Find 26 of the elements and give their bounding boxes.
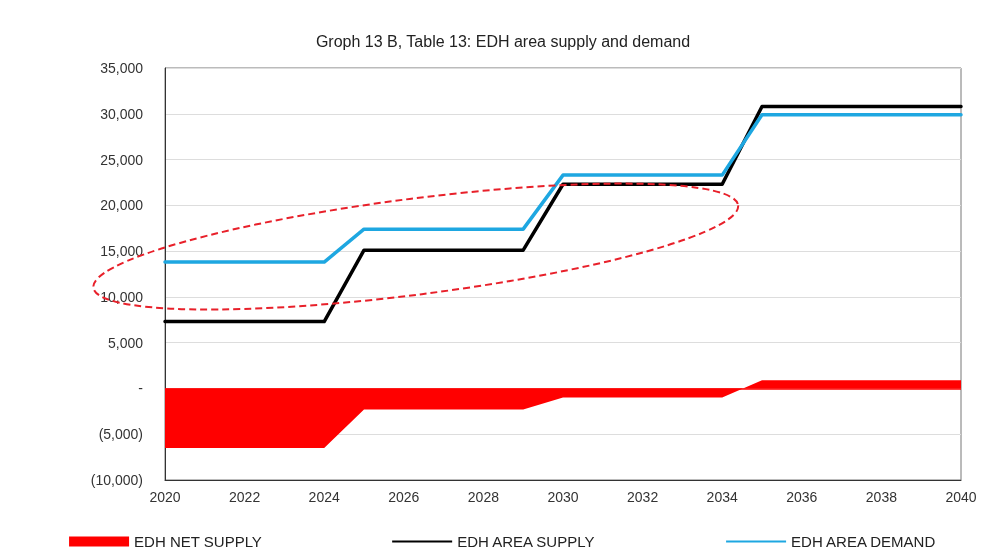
x-tick-label: 2028 (467, 489, 500, 505)
x-tick-label: 2032 (627, 489, 659, 505)
x-tick-label: 2040 (945, 489, 977, 505)
y-tick-label: 15,000 (100, 243, 144, 260)
legend-label: EDH AREA DEMAND (791, 533, 936, 550)
legend-label: EDH NET SUPPLY (134, 533, 262, 550)
y-tick-label: 35,000 (100, 60, 144, 76)
y-tick-label: - (138, 380, 144, 397)
y-tick-label: 25,000 (100, 151, 144, 168)
chart-title: Groph 13 B, Table 13: EDH area supply and demand (315, 32, 691, 50)
x-tick-label: 2036 (786, 489, 818, 505)
x-tick-label: 2026 (388, 489, 420, 505)
x-tick-label: 2034 (706, 489, 738, 505)
x-tick-label: 2020 (149, 489, 181, 505)
y-tick-label: (10,000) (90, 472, 143, 488)
y-tick-label: 5,000 (107, 334, 144, 351)
x-tick-label: 2022 (229, 489, 261, 505)
legend-label: EDH AREA SUPPLY (457, 533, 595, 550)
y-tick-label: 30,000 (100, 105, 144, 122)
x-tick-label: 2024 (308, 489, 340, 505)
line-series (163, 112, 963, 264)
x-tick-label: 2030 (547, 489, 579, 505)
x-tick-label: 2038 (865, 489, 898, 505)
y-tick-label: (5,000) (98, 426, 143, 443)
y-tick-label: 20,000 (100, 197, 144, 214)
y-tick-label: 10,000 (100, 288, 144, 305)
